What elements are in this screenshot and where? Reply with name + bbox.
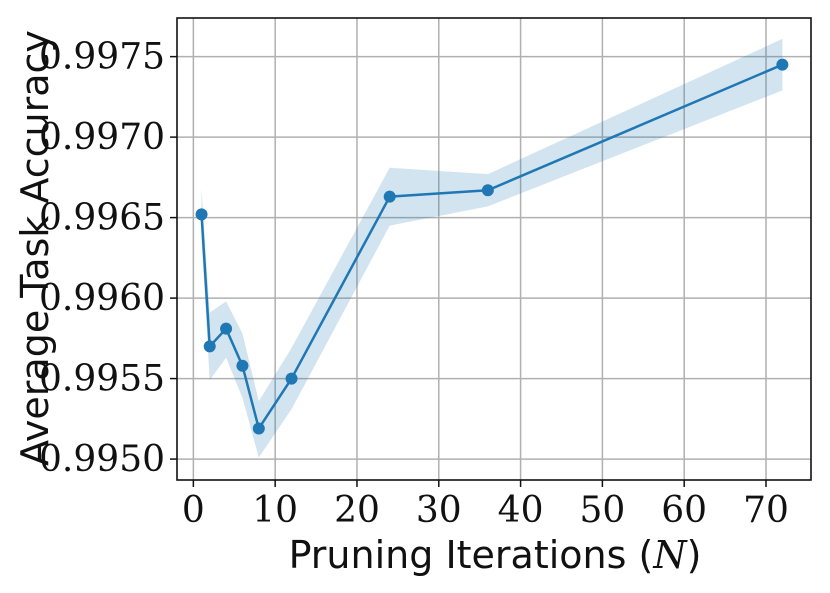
data-point-24: [383, 190, 396, 203]
y-axis-label: Average Task Accuracy: [13, 30, 57, 466]
data-point-4: [220, 322, 233, 335]
x-tick-labels: 0 10 20 30 40 50 60 70: [182, 490, 789, 531]
x-axis-label-close: ): [687, 533, 702, 577]
y-tick-label-0.9970: 0.9970: [39, 117, 165, 158]
x-tick-label-20: 20: [334, 490, 380, 531]
confidence-band-area: [201, 38, 783, 458]
y-tick-label-0.9960: 0.9960: [39, 278, 165, 319]
data-point-2: [203, 340, 216, 353]
data-point-72: [776, 58, 789, 71]
plot-frame: [176, 17, 812, 481]
x-axis-label-main: Pruning Iterations (: [289, 533, 654, 577]
x-axis-label-variable: N: [652, 533, 688, 577]
x-tick-label-40: 40: [498, 490, 544, 531]
x-tick-label-0: 0: [182, 490, 205, 531]
series-line-group: [195, 58, 789, 435]
y-tick-label-0.9965: 0.9965: [39, 198, 165, 239]
y-tick-label-0.9955: 0.9955: [39, 359, 165, 400]
data-point-6: [236, 359, 249, 372]
x-tick-label-50: 50: [579, 490, 625, 531]
data-point-12: [285, 372, 298, 385]
y-tick-label-0.9975: 0.9975: [39, 37, 165, 78]
grid-lines: [177, 18, 811, 480]
y-tick-labels: 0.9950 0.9955 0.9960 0.9965 0.9970 0.9975: [39, 37, 165, 480]
y-tick-label-0.9950: 0.9950: [39, 439, 165, 480]
data-point-36: [481, 184, 494, 197]
x-tick-label-60: 60: [661, 490, 707, 531]
x-tick-label-70: 70: [743, 490, 789, 531]
data-point-8: [252, 422, 265, 435]
data-point-1: [195, 208, 208, 221]
x-tick-label-10: 10: [252, 490, 298, 531]
x-tick-label-30: 30: [416, 490, 462, 531]
confidence-band: [201, 38, 783, 458]
x-axis-label: Pruning Iterations (N): [289, 533, 702, 577]
axes: [170, 17, 812, 487]
